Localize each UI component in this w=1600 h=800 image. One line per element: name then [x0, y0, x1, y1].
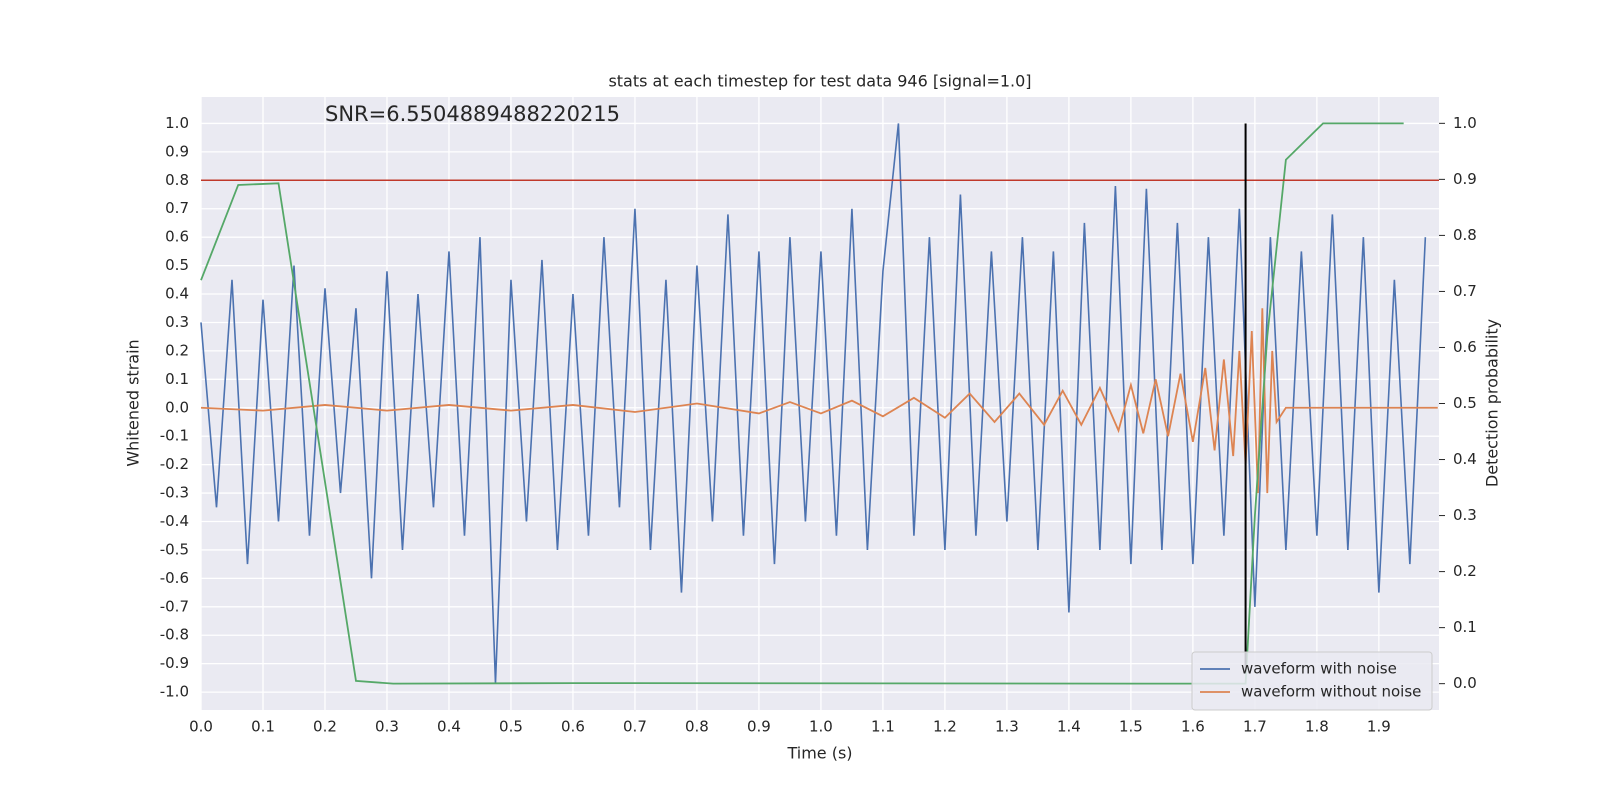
y-tick-label: -0.8 [160, 626, 189, 644]
y2-tick-label: 0.6 [1453, 338, 1477, 356]
x-tick-label: 1.3 [995, 718, 1019, 736]
x-tick-label: 1.1 [871, 718, 895, 736]
y2-tick-label: 0.8 [1453, 226, 1477, 244]
x-tick-label: 1.7 [1243, 718, 1267, 736]
y-tick-label: -0.6 [160, 569, 189, 587]
y-tick-label: 0.1 [165, 370, 189, 388]
chart-title: stats at each timestep for test data 946… [608, 72, 1031, 91]
y2-tick-label: 0.3 [1453, 506, 1477, 524]
legend-label: waveform with noise [1241, 660, 1397, 678]
x-tick-label: 0.2 [313, 718, 337, 736]
y2-tick-label: 0.2 [1453, 562, 1477, 580]
x-tick-label: 1.6 [1181, 718, 1205, 736]
legend: waveform with noise waveform without nois… [1191, 651, 1433, 711]
x-tick-label: 0.4 [437, 718, 461, 736]
x-tick-label: 1.5 [1119, 718, 1143, 736]
legend-label: waveform without noise [1241, 683, 1421, 701]
legend-box [1191, 651, 1433, 711]
series-line [200, 123, 1427, 684]
x-tick-label: 1.2 [933, 718, 957, 736]
y2-tick-label: 0.0 [1453, 674, 1477, 692]
y-tick-label: -1.0 [160, 683, 189, 701]
x-tick-label: 1.4 [1057, 718, 1081, 736]
x-tick-label: 0.7 [623, 718, 647, 736]
x-tick-label: 1.0 [809, 718, 833, 736]
y-axis-label: Whitened strain [124, 339, 143, 466]
x-axis-label: Time (s) [786, 744, 852, 763]
y2-tick-label: 0.9 [1453, 170, 1477, 188]
y-tick-label: 0.8 [165, 171, 189, 189]
y-tick-label: 0.4 [165, 285, 189, 303]
y2-tick-label: 1.0 [1453, 114, 1477, 132]
x-tick-label: 0.5 [499, 718, 523, 736]
y-tick-label: 0.7 [165, 199, 189, 217]
y-tick-label: -0.5 [160, 540, 189, 558]
y-tick-label: -0.7 [160, 597, 189, 615]
y-tick-label: 0.5 [165, 256, 189, 274]
x-tick-label: 1.9 [1367, 718, 1391, 736]
y2-axis-label: Detection probability [1483, 319, 1502, 487]
y-tick-label: -0.1 [160, 427, 189, 445]
y2-tick-label: 0.1 [1453, 618, 1477, 636]
y-tick-label: 0.0 [165, 398, 189, 416]
y-tick-label: -0.2 [160, 455, 189, 473]
x-tick-label: 0.6 [561, 718, 585, 736]
series-line [200, 308, 1438, 494]
y-tick-label: 0.3 [165, 313, 189, 331]
y2-tick-label: 0.4 [1453, 450, 1477, 468]
x-tick-label: 0.9 [747, 718, 771, 736]
x-tick-label: 0.0 [189, 718, 213, 736]
y-tick-label: 0.9 [165, 142, 189, 160]
y2-tick-label: 0.7 [1453, 282, 1477, 300]
grid [200, 97, 1439, 710]
x-tick-label: 0.8 [685, 718, 709, 736]
x-tick-label: 0.1 [251, 718, 275, 736]
x-tick-label: 0.3 [375, 718, 399, 736]
y-tick-label: 0.6 [165, 228, 189, 246]
y-tick-label: 1.0 [165, 114, 189, 132]
annotation: SNR=6.5504889488220215 [325, 102, 620, 126]
y-tick-label: -0.4 [160, 512, 189, 530]
y-tick-label: -0.3 [160, 484, 189, 502]
y2-tick-label: 0.5 [1453, 394, 1477, 412]
y-tick-label: -0.9 [160, 654, 189, 672]
y-tick-label: 0.2 [165, 341, 189, 359]
plot-area [201, 97, 1439, 710]
x-tick-label: 1.8 [1305, 718, 1329, 736]
